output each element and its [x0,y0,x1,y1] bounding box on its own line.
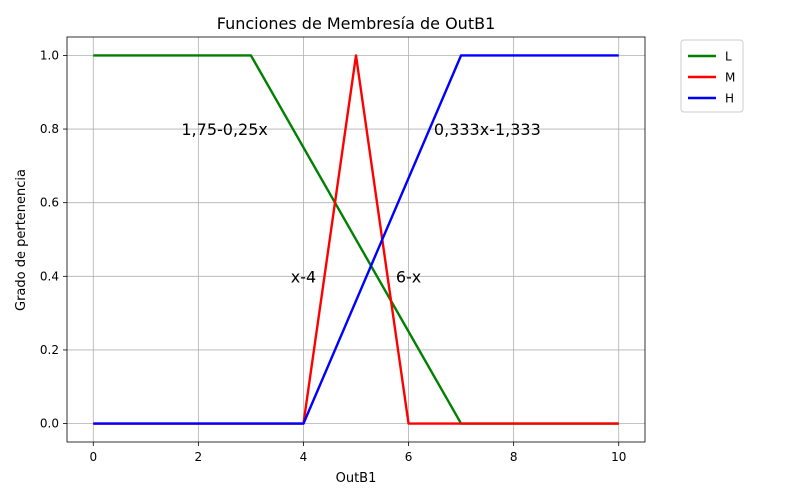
y-tick-label: 0.6 [40,196,59,210]
legend-label-l: L [725,50,732,64]
chart-title: Funciones de Membresía de OutB1 [217,14,496,33]
x-axis-label: OutB1 [336,471,377,486]
annotation-label: x-4 [291,267,316,286]
legend-label-m: M [725,71,735,85]
series-layer [93,54,619,425]
annotation-label: 1,75-0,25x [181,120,268,139]
y-tick-label: 1.0 [40,48,59,62]
legend: LMH [680,39,744,113]
y-axis-label: Grado de pertenencia [14,169,29,311]
y-tick-label: 0.8 [40,122,59,136]
x-tick-label: 6 [405,450,413,464]
x-tick-label: 2 [195,450,203,464]
x-tick-label: 8 [510,450,518,464]
plot-frame [66,36,646,443]
annotation-label: 6-x [396,267,421,286]
series-line-h [93,54,619,425]
x-tick-label: 10 [611,450,626,464]
tick-layer: 0 2 4 6 8 10 0.0 0.2 0.4 0.6 0.8 1.0 [40,48,626,464]
y-tick-label: 0.2 [40,343,59,357]
annotation-label: 0,333x-1,333 [434,120,541,139]
x-tick-label: 0 [89,450,97,464]
x-tick-label: 4 [300,450,308,464]
y-tick-label: 0.0 [40,417,59,431]
y-tick-label: 0.4 [40,269,59,283]
annotation-layer: 1,75-0,25x 0,333x-1,333 x-4 6-x [181,120,540,286]
legend-label-h: H [725,92,734,106]
